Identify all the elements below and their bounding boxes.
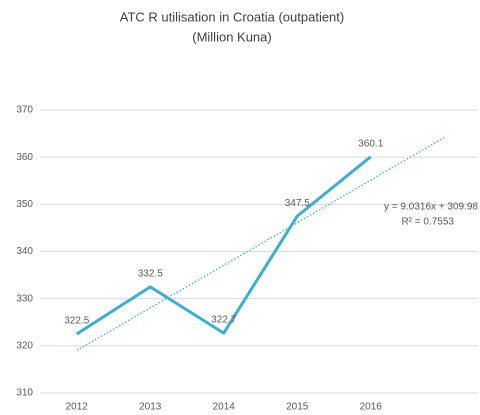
- y-tick-label: 340: [16, 246, 33, 257]
- trend-equation: y = 9.0316x + 309.98: [384, 202, 478, 213]
- chart-subtitle: (Million Kuna): [192, 29, 271, 44]
- line-series: [75, 155, 372, 336]
- trend-r-squared: R² = 0.7553: [401, 217, 454, 228]
- x-tick-label: 2015: [286, 402, 309, 413]
- x-tick-label: 2013: [139, 402, 162, 413]
- y-tick-label: 330: [16, 293, 33, 304]
- data-label: 347.5: [285, 198, 310, 209]
- y-tick-label: 310: [16, 388, 33, 399]
- y-tick-label: 350: [16, 199, 33, 210]
- data-label: 360.1: [358, 138, 383, 149]
- data-label: 322.5: [64, 316, 89, 327]
- chart-title: ATC R utilisation in Croatia (outpatient…: [120, 9, 344, 24]
- data-label: 332.5: [138, 269, 163, 280]
- trendline: [76, 136, 445, 352]
- data-label: 322.7: [211, 315, 236, 326]
- y-tick-label: 320: [16, 340, 33, 351]
- y-tick-label: 370: [16, 105, 33, 116]
- x-tick-label: 2016: [360, 402, 383, 413]
- x-tick-label: 2014: [213, 402, 236, 413]
- x-tick-label: 2012: [66, 402, 89, 413]
- y-tick-label: 360: [16, 152, 33, 163]
